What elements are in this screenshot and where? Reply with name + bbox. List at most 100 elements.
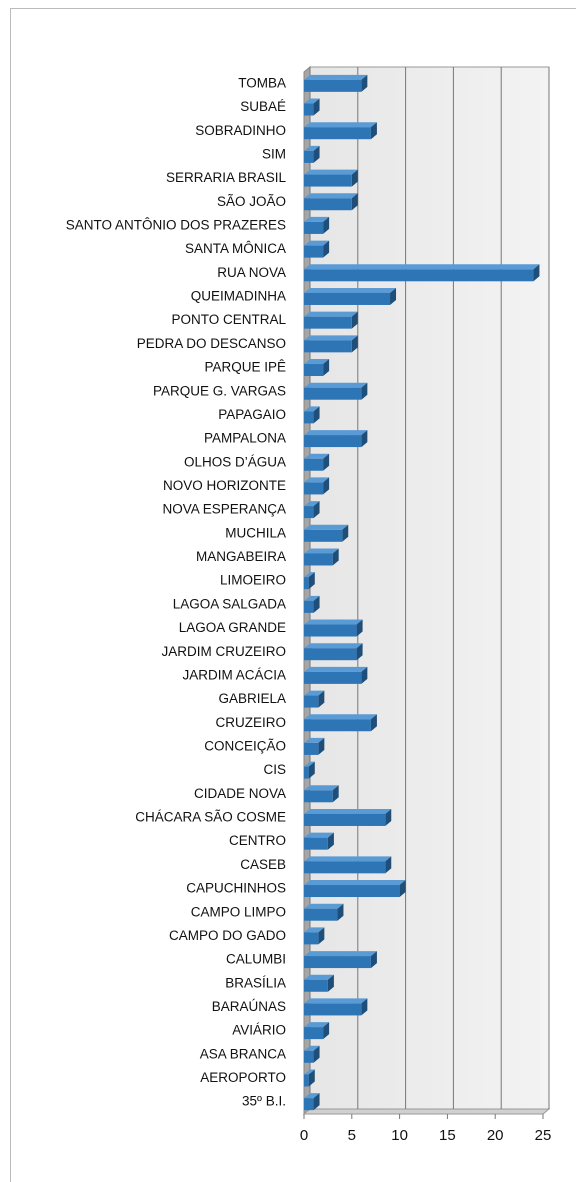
bar-top (304, 595, 320, 601)
bar-side (356, 619, 363, 637)
bar-side (332, 785, 339, 803)
bar (304, 269, 534, 282)
bar-side (361, 666, 368, 684)
bar (304, 245, 324, 258)
bar-side (351, 193, 358, 211)
bar-top (304, 785, 339, 791)
y-tick-label: SIM (262, 146, 286, 161)
bar-side (356, 643, 363, 661)
bar-side (361, 998, 368, 1016)
frame (10, 8, 576, 1182)
y-tick-label: MANGABEIRA (196, 549, 286, 564)
bar-side (308, 572, 315, 590)
y-tick-label: SUBAÉ (240, 99, 286, 114)
y-tick-label: CAMPO LIMPO (191, 904, 286, 919)
bar (304, 458, 324, 471)
bar-side (318, 690, 325, 708)
y-tick-label: BARAÚNAS (212, 999, 286, 1014)
y-tick-label: PAPAGAIO (218, 407, 286, 422)
bar (304, 671, 362, 684)
bar-side (323, 1022, 330, 1040)
bar-top (304, 501, 320, 507)
bar (304, 292, 391, 305)
bar-side (323, 453, 330, 471)
y-tick-label: JARDIM ACÁCIA (182, 667, 286, 682)
bar (304, 979, 328, 992)
bar-top (304, 1093, 320, 1099)
bar (304, 553, 333, 566)
y-tick-label: NOVA ESPERANÇA (162, 502, 286, 517)
bar-side (332, 548, 339, 566)
y-tick-label: CIS (263, 762, 286, 777)
bar-top (304, 453, 330, 459)
bar-top (304, 808, 392, 814)
bar-side (361, 430, 368, 448)
bar-side (370, 122, 377, 140)
bar-top (304, 974, 334, 980)
bar (304, 790, 333, 803)
bar (304, 932, 319, 945)
bar-top (304, 572, 315, 578)
bar-side (370, 714, 377, 732)
bar-top (304, 74, 368, 80)
bar-top (304, 951, 377, 957)
y-tick-label: RUA NOVA (217, 265, 286, 280)
bar-top (304, 737, 325, 743)
y-tick-label: PARQUE IPÊ (204, 360, 286, 375)
bar-side (342, 524, 349, 542)
bar-top (304, 1022, 330, 1028)
y-tick-label: SERRARIA BRASIL (166, 170, 287, 185)
bar-side (327, 974, 334, 992)
bar-top (304, 193, 358, 199)
bar-top (304, 145, 320, 151)
x-tick-label: 0 (300, 1127, 308, 1144)
bar (304, 600, 314, 613)
bar-top (304, 240, 330, 246)
x-tick-label: 25 (535, 1127, 552, 1144)
y-tick-label: LAGOA GRANDE (179, 620, 286, 635)
bar-top (304, 927, 325, 933)
y-tick-label: LIMOEIRO (220, 573, 286, 588)
y-tick-label: SÃO JOÃO (217, 194, 286, 209)
y-tick-label: CAPUCHINHOS (186, 881, 286, 896)
bar (304, 813, 386, 826)
bar-side (327, 832, 334, 850)
bar (304, 364, 324, 377)
y-tick-label: AVIÁRIO (232, 1023, 286, 1038)
bar (304, 695, 319, 708)
bar-top (304, 524, 349, 530)
bar (304, 577, 309, 590)
bar-side (318, 927, 325, 945)
bar-top (304, 1069, 315, 1075)
bar (304, 316, 352, 329)
y-tick-label: SANTO ANTÔNIO DOS PRAZERES (66, 217, 286, 232)
bar-top (304, 406, 320, 412)
y-tick-label: PARQUE G. VARGAS (153, 383, 286, 398)
bar (304, 103, 314, 116)
y-tick-label: NOVO HORIZONTE (163, 478, 286, 493)
y-tick-label: CONCEIÇÃO (204, 738, 286, 753)
bar-side (385, 808, 392, 826)
bar-side (385, 856, 392, 874)
bar-top (304, 1045, 320, 1051)
bar-top (304, 430, 368, 436)
y-tick-label: SANTA MÔNICA (185, 241, 286, 256)
bar-side (337, 903, 344, 921)
bar-top (304, 477, 330, 483)
bar (304, 1098, 314, 1111)
bar-side (323, 359, 330, 377)
bar (304, 861, 386, 874)
bar-top (304, 359, 330, 365)
bar-top (304, 690, 325, 696)
bar-top (304, 122, 377, 128)
bar-side (323, 240, 330, 258)
bar-top (304, 98, 320, 104)
bar-side (323, 477, 330, 495)
bar (304, 719, 371, 732)
y-tick-label: PEDRA DO DESCANSO (137, 336, 286, 351)
x-tick-label: 15 (439, 1127, 456, 1144)
bar-side (308, 1069, 315, 1087)
bar-side (313, 406, 320, 424)
y-tick-label: CALUMBI (226, 952, 286, 967)
